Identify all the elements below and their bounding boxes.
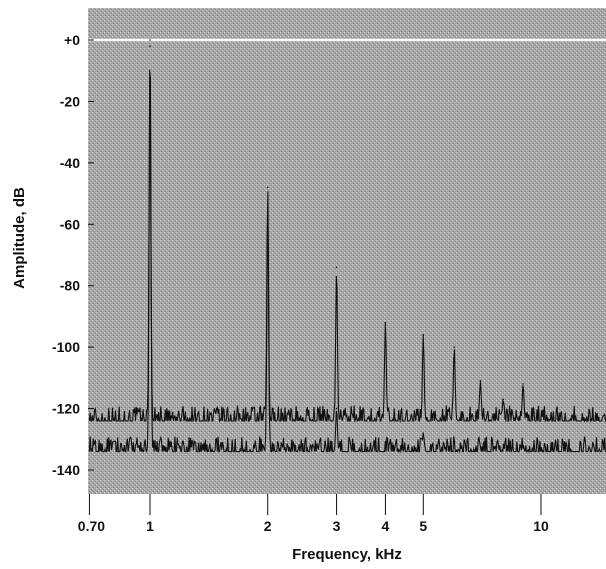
harmonic-peak-marker — [422, 432, 425, 434]
x-tick-label: 0.70 — [78, 518, 105, 534]
series-trace-1 — [88, 69, 606, 424]
y-tick-label: -120 — [52, 401, 80, 417]
series-layer — [88, 39, 606, 454]
harmonic-peak-marker — [335, 407, 338, 410]
x-tick-label: 3 — [333, 518, 341, 534]
harmonic-peak-marker — [335, 266, 338, 269]
x-tick-label: 5 — [419, 518, 427, 534]
harmonic-peak-marker — [479, 380, 482, 382]
x-tick-label: 1 — [146, 518, 154, 534]
series-trace-2 — [88, 77, 606, 454]
harmonic-peak-marker — [453, 346, 456, 348]
x-tick-label: 4 — [382, 518, 390, 534]
x-tick-label: 10 — [533, 518, 549, 534]
harmonic-peak-marker — [266, 211, 269, 213]
y-axis: +0 -20 -40 -60 -80 -100 -120 -140 — [52, 32, 94, 478]
y-tick-label: -40 — [60, 155, 80, 171]
y-tick-label: -100 — [52, 339, 80, 355]
y-tick-label: -60 — [60, 216, 80, 232]
harmonic-peak-marker — [266, 186, 269, 189]
harmonic-peak-marker — [502, 398, 504, 401]
y-tick-label: -80 — [60, 278, 80, 294]
x-tick-label: 2 — [264, 518, 272, 534]
harmonic-peak-marker — [384, 321, 387, 324]
harmonic-peak-marker — [522, 383, 524, 385]
y-axis-label: Amplitude, dB — [11, 187, 28, 289]
harmonic-peak-marker — [149, 39, 151, 41]
y-tick-label: -20 — [60, 93, 80, 109]
y-tick-label: -140 — [52, 462, 80, 478]
plot-area — [88, 8, 606, 494]
harmonic-peak-marker — [149, 45, 151, 47]
x-axis-label: Frequency, kHz — [292, 546, 402, 563]
y-tick-label: +0 — [64, 32, 80, 48]
harmonic-peak-marker — [422, 334, 425, 336]
x-axis: 0.70 1 2 3 4 5 10 — [78, 494, 549, 534]
